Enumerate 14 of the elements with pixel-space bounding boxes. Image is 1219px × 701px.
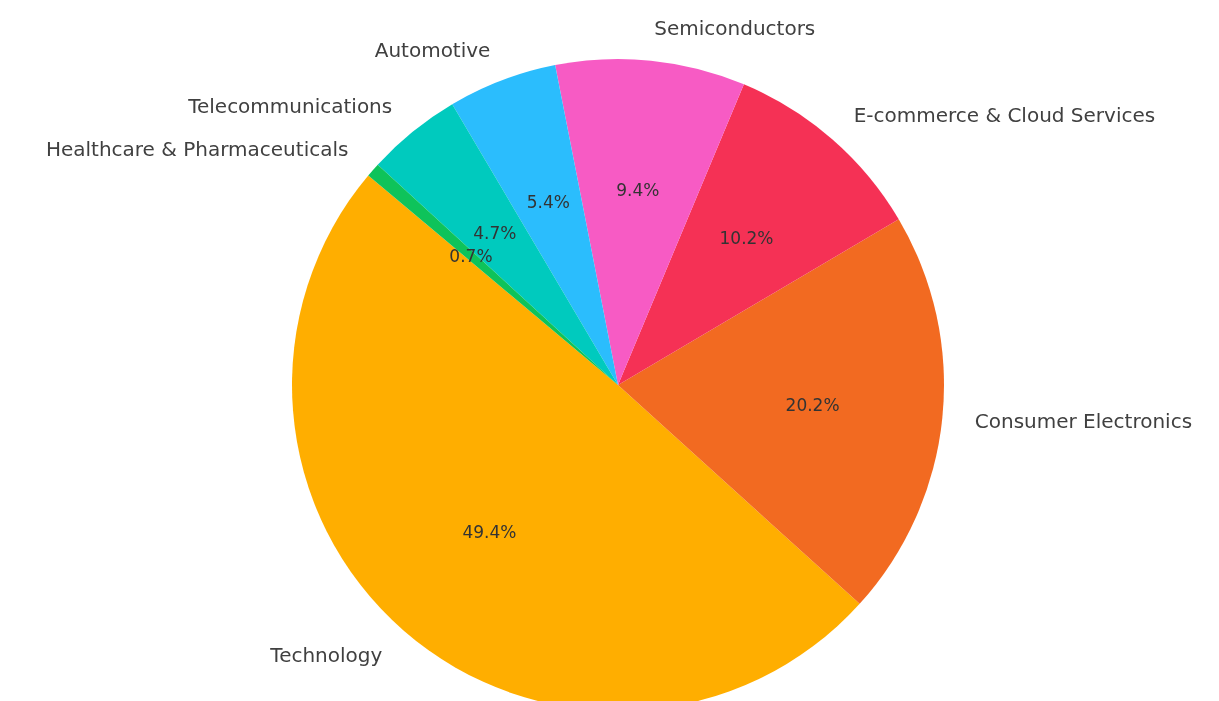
data-label: 10.2% [719, 227, 774, 248]
data-label: 49.4% [462, 522, 517, 543]
slice-label: Telecommunications [187, 94, 393, 119]
data-label: 9.4% [616, 180, 660, 201]
data-label: 5.4% [526, 192, 571, 213]
slice-label: Semiconductors [654, 16, 816, 41]
data-label: 4.7% [473, 223, 517, 244]
slice-label: E-commerce & Cloud Services [853, 102, 1156, 127]
data-label: 0.7% [449, 246, 493, 267]
slice-label: Automotive [374, 37, 491, 62]
slice-label: Technology [269, 643, 383, 668]
slice-label: Consumer Electronics [974, 409, 1193, 434]
slice-label: Healthcare & Pharmaceuticals [45, 136, 349, 161]
data-label: 20.2% [785, 394, 840, 415]
